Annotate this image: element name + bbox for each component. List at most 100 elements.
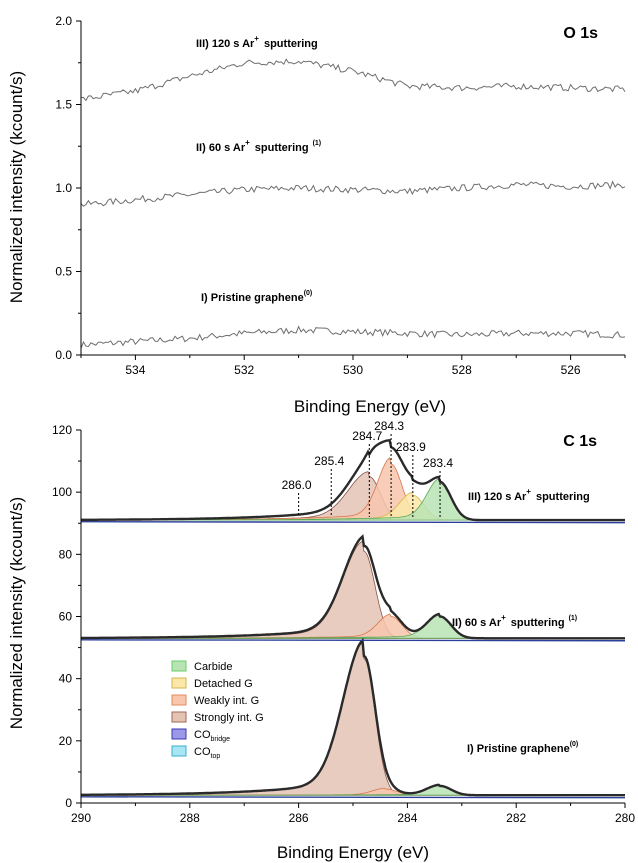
o1s-x-tick-label: 532 <box>234 363 254 377</box>
c1s-y-axis-label: Normalized intensity (kcount/s) <box>7 497 26 729</box>
c1s-axes: 0 20 40 60 80 100 120 290 288 286 284 282 280 <box>52 423 635 825</box>
c1s-peak-label: 286.0 <box>282 478 312 492</box>
c1s-x-tick-label: 280 <box>615 811 635 825</box>
o1s-x-tick-label: 534 <box>125 363 145 377</box>
c1s-x-tick-label: 284 <box>397 811 417 825</box>
legend-label-carbide: Carbide <box>194 661 233 673</box>
c1s-label-iii: III) 120 s Ar+ sputtering <box>468 487 590 503</box>
legend-label-co-top-main: CO <box>194 746 211 758</box>
o1s-series-line-1 <box>80 325 626 349</box>
c1s-y-tick-label: 0 <box>65 796 72 810</box>
legend-label-weakly-int-g: Weakly int. G <box>194 695 259 707</box>
c1s-peak-label: 284.3 <box>374 419 404 433</box>
o1s-x-tick-label: 526 <box>561 363 581 377</box>
o1s-label-i-sup: (0) <box>304 290 313 297</box>
c1s-baseline-1 <box>80 796 626 799</box>
c1s-envelopes <box>80 439 626 799</box>
o1s-x-tick-label: 528 <box>452 363 472 377</box>
c1s-component-1-1 <box>80 641 625 796</box>
o1s-label-iii: III) 120 s Ar+ sputtering <box>196 34 318 50</box>
legend-label-co-top: COtop <box>194 746 220 760</box>
legend-label-co-bridge-main: CO <box>194 729 211 741</box>
o1s-traces <box>80 58 626 349</box>
legend-label-strongly-int-g: Strongly int. G <box>194 712 264 724</box>
c1s-x-tick-label: 282 <box>506 811 526 825</box>
c1s-label-iii-name: III) 120 s Ar <box>468 491 527 503</box>
o1s-y-tick-label: 0.5 <box>55 265 72 279</box>
o1s-label-ii: II) 60 s Ar+ sputtering (1) <box>196 138 321 154</box>
c1s-peak-label: 284.7 <box>352 429 382 443</box>
c1s-panel-title: C 1s <box>563 433 597 450</box>
c1s-label-iii-suffix: sputtering <box>536 491 590 503</box>
c1s-y-tick-label: 80 <box>59 547 73 561</box>
legend-item-detached-g: Detached G <box>171 677 253 690</box>
c1s-baseline-3 <box>80 520 626 524</box>
legend-swatch-strongly-int-g <box>171 711 187 723</box>
legend-item-co-top: COtop <box>171 745 220 760</box>
c1s-envelope-3 <box>81 439 625 522</box>
c1s-x-axis-label: Binding Energy (eV) <box>277 843 429 862</box>
c1s-x-tick-label: 288 <box>180 811 200 825</box>
o1s-y-tick-label: 2.0 <box>55 14 72 28</box>
c1s-y-tick-label: 100 <box>52 485 72 499</box>
o1s-label-ii-sup2: (1) <box>313 140 322 147</box>
o1s-label-ii-sup: + <box>245 138 250 147</box>
c1s-label-ii-sup: + <box>501 613 506 622</box>
o1s-label-iii-sup: + <box>254 34 259 43</box>
c1s-envelope-2 <box>81 534 625 640</box>
c1s-label-ii-name: II) 60 s Ar <box>452 617 502 629</box>
c1s-y-tick-label: 40 <box>59 672 73 686</box>
o1s-label-i-name: I) Pristine graphene <box>201 292 304 304</box>
c1s-x-tick-label: 290 <box>71 811 91 825</box>
o1s-series-line-3 <box>80 58 626 102</box>
c1s-label-i-name: I) Pristine graphene <box>467 743 570 755</box>
o1s-label-iii-suffix: sputtering <box>264 38 318 50</box>
c1s-label-i: I) Pristine graphene(0) <box>467 741 578 755</box>
legend-swatch-detached-g <box>171 677 187 689</box>
c1s-label-ii: II) 60 s Ar+ sputtering (1) <box>452 613 577 629</box>
c1s-legend: Carbide Detached G Weakly int. G Strongl… <box>171 660 264 760</box>
legend-item-weakly-int-g: Weakly int. G <box>171 694 259 707</box>
c1s-y-tick-label: 120 <box>52 423 72 437</box>
o1s-panel-title: O 1s <box>563 25 598 42</box>
o1s-label-ii-suffix: sputtering <box>255 142 309 154</box>
legend-item-strongly-int-g: Strongly int. G <box>171 711 264 724</box>
c1s-x-tick-label: 286 <box>289 811 309 825</box>
legend-label-co-bridge-sub: bridge <box>211 736 231 743</box>
legend-label-co-bridge: CObridge <box>194 729 230 743</box>
o1s-y-tick-label: 0.0 <box>55 348 72 362</box>
c1s-peak-label: 283.4 <box>423 456 453 470</box>
o1s-panel: 0.0 0.5 1.0 1.5 2.0 534 532 530 528 526 O 1s Bind… <box>7 14 626 416</box>
o1s-x-axis-label: Binding Energy (eV) <box>294 397 446 416</box>
c1s-peak-label: 283.9 <box>396 440 426 454</box>
c1s-label-ii-suffix: sputtering <box>511 617 565 629</box>
o1s-y-tick-label: 1.0 <box>55 181 72 195</box>
c1s-y-tick-label: 60 <box>59 610 73 624</box>
o1s-x-tick-label: 530 <box>343 363 363 377</box>
o1s-series-line-2 <box>80 180 626 207</box>
legend-swatch-co-bridge <box>171 728 187 740</box>
c1s-label-i-sup: (0) <box>570 741 579 748</box>
legend-swatch-co-top <box>171 745 187 757</box>
legend-swatch-carbide <box>171 660 187 672</box>
o1s-label-iii-name: III) 120 s Ar <box>196 38 255 50</box>
c1s-peak-label: 285.4 <box>314 454 344 468</box>
o1s-axes: 0.0 0.5 1.0 1.5 2.0 534 532 530 528 526 <box>55 14 626 377</box>
legend-label-co-top-sub: top <box>211 753 221 760</box>
legend-swatch-weakly-int-g <box>171 694 187 706</box>
o1s-y-axis-label: Normalized intensity (kcount/s) <box>7 71 26 303</box>
o1s-label-ii-name: II) 60 s Ar <box>196 142 246 154</box>
c1s-baseline-2 <box>80 639 626 642</box>
o1s-label-i: I) Pristine graphene(0) <box>201 290 312 304</box>
legend-item-co-bridge: CObridge <box>171 728 230 743</box>
legend-item-carbide: Carbide <box>171 660 233 673</box>
c1s-label-iii-sup: + <box>526 487 531 496</box>
c1s-label-ii-sup2: (1) <box>569 615 578 622</box>
o1s-y-tick-label: 1.5 <box>55 98 72 112</box>
c1s-envelope-1 <box>81 637 625 797</box>
legend-label-detached-g: Detached G <box>194 678 253 690</box>
c1s-y-tick-label: 20 <box>59 734 73 748</box>
